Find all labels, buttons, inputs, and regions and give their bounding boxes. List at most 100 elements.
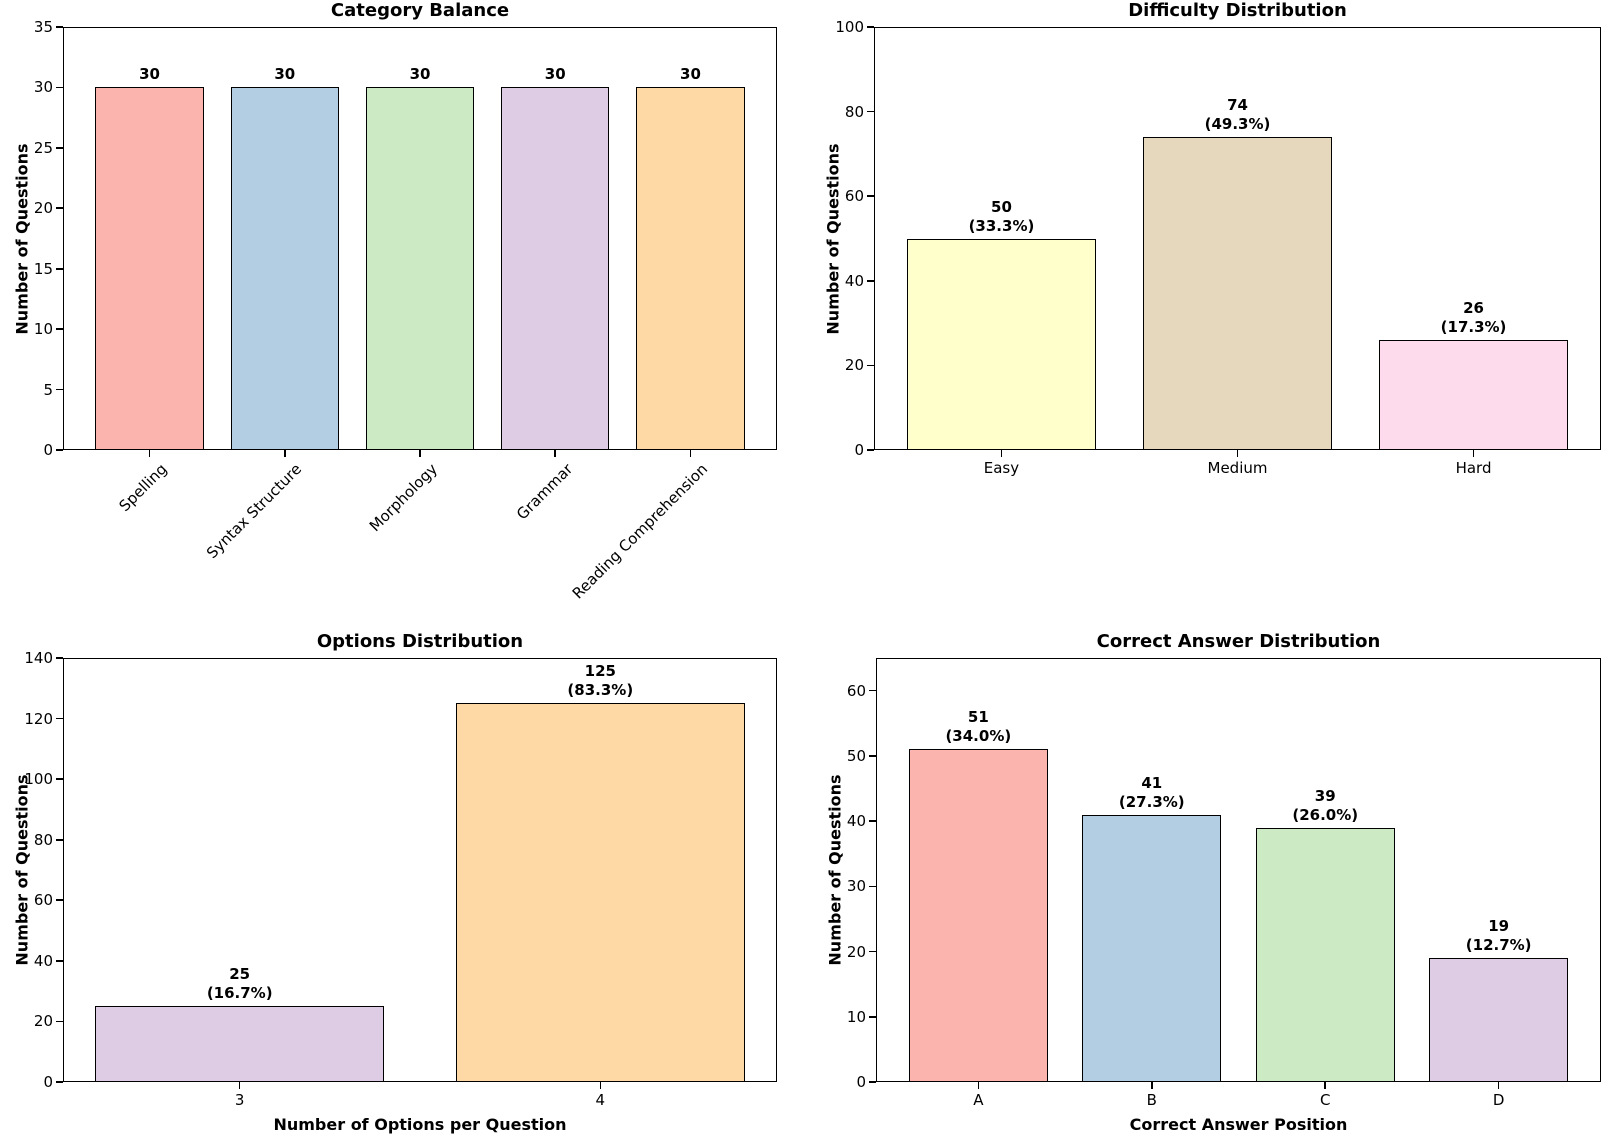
y-tick-mark-correct-answer-distribution: [869, 755, 876, 757]
x-tick-label-category-balance-grammar: Grammar: [512, 460, 576, 524]
bar-value-label-line: (33.3%): [968, 216, 1035, 235]
y-tick-mark-difficulty-distribution: [867, 26, 874, 28]
x-tick-mark-correct-answer-distribution: [1497, 1082, 1500, 1089]
x-tick-mark-category-balance: [283, 450, 286, 457]
y-tick-label-options-distribution: 20: [33, 1012, 53, 1031]
y-tick-mark-category-balance: [56, 147, 63, 149]
x-tick-label-correct-answer-distribution-d: D: [1492, 1091, 1505, 1109]
x-tick-label-correct-answer-distribution-a: A: [973, 1091, 984, 1109]
y-tick-mark-category-balance: [56, 449, 63, 451]
chart-title-options-distribution: Options Distribution: [316, 631, 524, 652]
y-tick-mark-options-distribution: [56, 657, 63, 659]
y-tick-mark-options-distribution: [56, 1081, 63, 1083]
y-tick-label-difficulty-distribution: 80: [844, 102, 864, 121]
bar-value-label-category-balance-syntax-structure: 30: [135, 65, 435, 84]
y-tick-label-options-distribution: 40: [33, 951, 53, 970]
bar-value-label-line: 30: [409, 65, 431, 84]
chart-title-category-balance: Category Balance: [330, 0, 510, 21]
bar-category-balance-reading-comprehension: [636, 87, 745, 450]
x-tick-label-category-balance-spelling: Spelling: [115, 460, 171, 516]
y-tick-label-correct-answer-distribution: 0: [856, 1073, 866, 1091]
y-axis-label-correct-answer-distribution: Number of Questions: [825, 774, 845, 966]
y-tick-mark-options-distribution: [56, 778, 63, 780]
plot-area-border-category-balance: [63, 27, 777, 450]
x-tick-mark-correct-answer-distribution: [1150, 1082, 1153, 1089]
y-tick-mark-options-distribution: [56, 1020, 63, 1023]
y-tick-label-category-balance: 5: [43, 380, 53, 399]
y-tick-label-correct-answer-distribution: 20: [846, 942, 866, 961]
y-axis-label-options-distribution: Number of Questions: [12, 774, 32, 966]
y-tick-label-difficulty-distribution: 0: [854, 441, 864, 459]
bar-value-label-difficulty-distribution-hard: 26 (17.3%): [1324, 299, 1605, 337]
bar-difficulty-distribution-hard: [1379, 340, 1568, 450]
x-tick-mark-category-balance: [554, 450, 557, 457]
bar-value-label-line: 39: [1314, 786, 1336, 805]
y-tick-label-category-balance: 30: [33, 78, 53, 97]
x-tick-label-correct-answer-distribution-c: C: [1319, 1091, 1331, 1109]
x-tick-label-options-distribution-4: 4: [595, 1091, 606, 1109]
x-tick-mark-category-balance: [419, 450, 421, 457]
bar-value-label-line: 30: [139, 65, 160, 84]
bar-value-label-line: (12.7%): [1465, 936, 1532, 955]
chart-title-correct-answer-distribution: Correct Answer Distribution: [1096, 631, 1381, 652]
x-tick-mark-difficulty-distribution: [1472, 450, 1475, 457]
y-tick-label-category-balance: 35: [33, 18, 53, 36]
y-tick-label-options-distribution: 80: [33, 830, 53, 849]
bar-value-label-line: (49.3%): [1204, 114, 1271, 133]
x-tick-label-options-distribution-3: 3: [234, 1091, 245, 1109]
y-tick-mark-correct-answer-distribution: [869, 885, 876, 888]
x-tick-mark-difficulty-distribution: [1236, 450, 1239, 457]
bar-value-label-category-balance-reading-comprehension: 30: [540, 65, 840, 84]
bar-value-label-line: 25: [229, 965, 251, 984]
y-tick-mark-difficulty-distribution: [867, 110, 874, 113]
bar-value-label-line: (17.3%): [1440, 318, 1507, 337]
bar-correct-answer-distribution-c: [1255, 827, 1395, 1082]
y-tick-label-options-distribution: 60: [33, 891, 53, 910]
bar-value-label-line: 51: [967, 708, 989, 727]
chart-title-difficulty-distribution: Difficulty Distribution: [1128, 0, 1347, 21]
bar-difficulty-distribution-medium: [1143, 136, 1332, 450]
bar-value-label-correct-answer-distribution-b: 41 (27.3%): [1002, 774, 1302, 812]
x-tick-mark-category-balance: [689, 450, 692, 457]
bar-correct-answer-distribution-b: [1082, 814, 1222, 1082]
bar-value-label-line: 30: [274, 65, 296, 84]
y-tick-label-difficulty-distribution: 100: [835, 18, 864, 36]
y-tick-label-category-balance: 25: [33, 138, 53, 157]
y-tick-label-correct-answer-distribution: 60: [846, 681, 866, 700]
bar-value-label-line: 26: [1463, 299, 1484, 318]
bar-value-label-difficulty-distribution-medium: 74 (49.3%): [1088, 96, 1388, 134]
x-tick-mark-correct-answer-distribution: [1324, 1082, 1327, 1089]
x-tick-mark-options-distribution: [599, 1082, 602, 1089]
bar-value-label-line: (16.7%): [206, 984, 273, 1003]
y-tick-mark-options-distribution: [56, 899, 63, 902]
y-tick-label-difficulty-distribution: 20: [844, 356, 864, 375]
y-tick-mark-difficulty-distribution: [867, 195, 874, 197]
bar-category-balance-syntax-structure: [230, 87, 339, 450]
y-tick-label-options-distribution: 100: [24, 770, 53, 789]
y-tick-mark-difficulty-distribution: [867, 364, 874, 367]
y-tick-label-options-distribution: 120: [24, 709, 53, 728]
bar-value-label-line: (26.0%): [1292, 805, 1359, 824]
y-tick-label-correct-answer-distribution: 10: [846, 1007, 866, 1026]
y-axis-label-difficulty-distribution: Number of Questions: [823, 142, 843, 335]
bar-value-label-options-distribution-3: 25 (16.7%): [90, 965, 390, 1003]
bar-correct-answer-distribution-a: [908, 749, 1048, 1082]
y-tick-label-correct-answer-distribution: 40: [846, 812, 866, 831]
y-tick-mark-category-balance: [56, 267, 63, 270]
y-tick-mark-category-balance: [56, 328, 63, 330]
bar-value-label-line: (27.3%): [1118, 792, 1185, 811]
bar-value-label-line: 125: [584, 662, 616, 681]
x-tick-label-category-balance-reading-comprehension: Reading Comprehension: [568, 460, 712, 603]
y-tick-label-category-balance: 0: [43, 441, 53, 459]
x-tick-label-difficulty-distribution-medium: Medium: [1207, 459, 1268, 477]
bar-value-label-category-balance-grammar: 30: [405, 65, 705, 84]
bar-value-label-correct-answer-distribution-d: 19 (12.7%): [1349, 917, 1605, 955]
y-tick-mark-options-distribution: [56, 960, 63, 962]
y-tick-label-correct-answer-distribution: 50: [846, 746, 866, 765]
x-axis-label-correct-answer-distribution: Correct Answer Position: [1129, 1115, 1348, 1134]
x-tick-mark-difficulty-distribution: [1000, 450, 1003, 457]
y-axis-label-category-balance: Number of Questions: [12, 142, 32, 335]
y-tick-label-category-balance: 15: [33, 259, 53, 278]
bar-value-label-category-balance-morphology: 30: [270, 65, 570, 84]
